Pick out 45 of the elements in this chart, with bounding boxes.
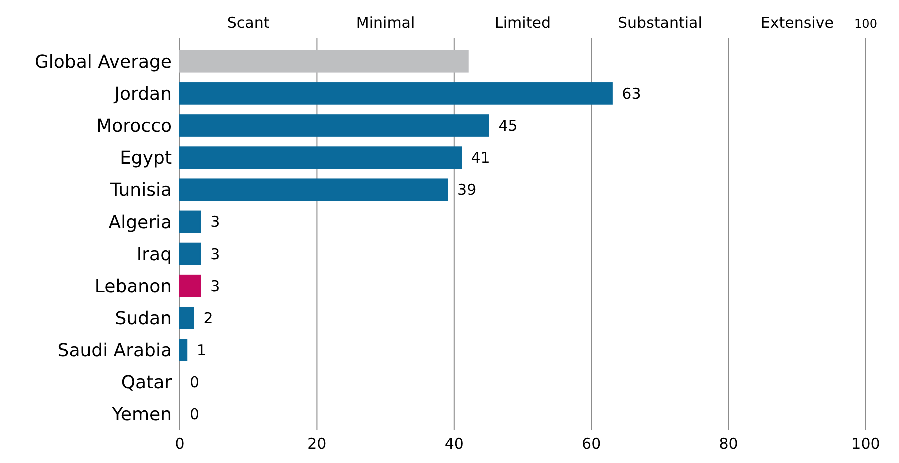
data-label: 63 — [622, 84, 642, 103]
text: Limited — [495, 14, 551, 32]
x-tick-label: 80 — [719, 435, 738, 453]
y-tick-label: Yemen — [111, 404, 172, 426]
data-label: 1 — [196, 341, 206, 360]
y-tick-label: Global Average — [34, 52, 172, 73]
data-label: 3 — [210, 277, 220, 296]
text: Extensive — [760, 14, 834, 32]
bar — [179, 146, 462, 170]
text: Scant — [227, 14, 270, 32]
bar — [179, 339, 188, 362]
bar — [179, 178, 448, 202]
text: Minimal — [356, 14, 416, 32]
y-tick-label: Egypt — [120, 148, 172, 170]
bar — [179, 82, 613, 105]
y-tick-label: Lebanon — [94, 276, 172, 298]
bar — [179, 242, 202, 266]
y-tick-label: Tunisia — [110, 180, 172, 202]
data-label: 3 — [210, 213, 220, 232]
data-label: 3 — [210, 245, 220, 264]
y-tick-label: Saudi Arabia — [58, 340, 172, 362]
data-label: 39 — [458, 181, 477, 200]
y-tick-label: Iraq — [136, 244, 172, 266]
data-label: 45 — [498, 117, 518, 136]
text: 100 — [854, 17, 878, 31]
bar — [179, 210, 202, 234]
text: Substantial — [618, 14, 702, 32]
y-tick-label: Sudan — [115, 308, 172, 330]
y-tick-label: Jordan — [114, 84, 172, 105]
data-label: 0 — [190, 374, 200, 392]
x-tick-label: 20 — [308, 435, 327, 453]
x-tick-label: 0 — [175, 435, 185, 453]
data-label: 0 — [190, 406, 200, 424]
data-label: 41 — [471, 149, 490, 168]
bar — [179, 114, 490, 137]
x-tick-label: 100 — [852, 435, 880, 453]
data-label: 2 — [204, 309, 214, 328]
bar — [179, 50, 469, 73]
bar — [179, 274, 202, 298]
bar — [179, 306, 194, 330]
y-tick-label: Algeria — [108, 212, 172, 234]
x-tick-label: 60 — [582, 435, 602, 453]
y-tick-label: Qatar — [121, 372, 173, 394]
x-tick-label: 40 — [444, 435, 464, 453]
y-tick-label: Morocco — [96, 116, 172, 138]
